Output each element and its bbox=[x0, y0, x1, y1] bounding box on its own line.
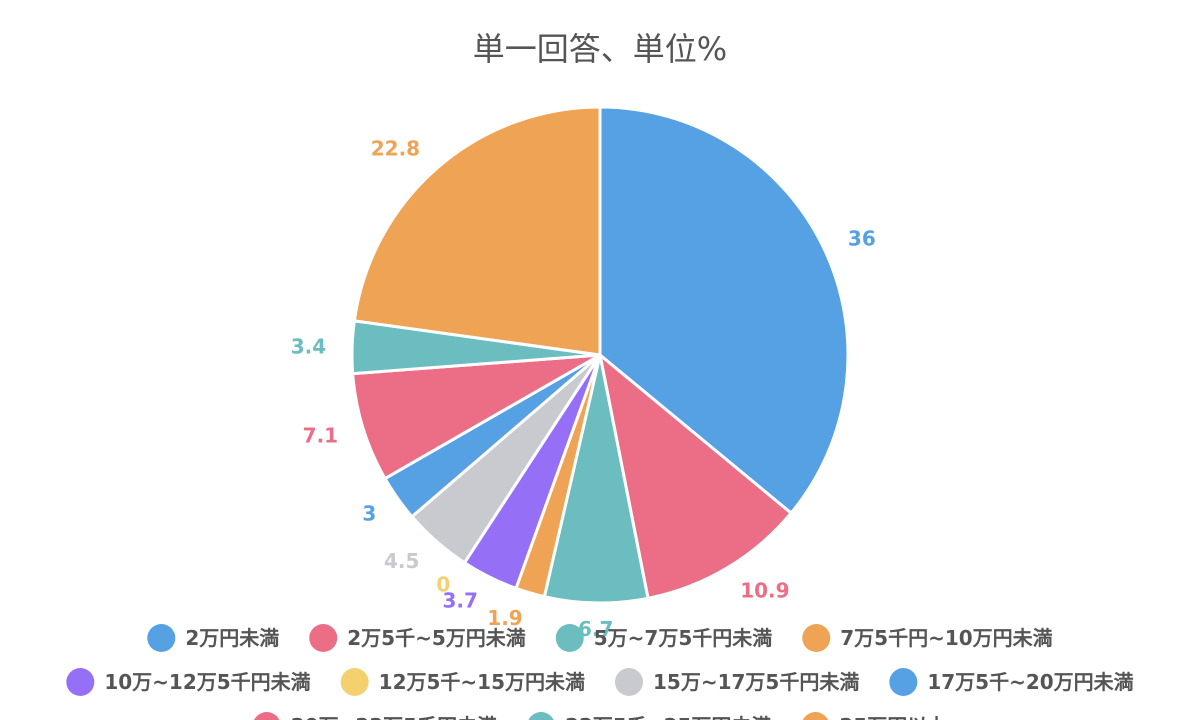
legend-item[interactable]: 25万円以上 bbox=[801, 712, 947, 720]
legend-marker bbox=[528, 712, 554, 720]
legend-item[interactable]: 15万~17万5千円未満 bbox=[615, 668, 859, 696]
pie-slice[interactable] bbox=[352, 105, 602, 357]
legend-marker bbox=[254, 712, 280, 720]
slice-value-label: 4.5 bbox=[384, 549, 419, 573]
slice-value-label: 3.4 bbox=[291, 334, 326, 358]
legend-marker bbox=[66, 668, 95, 696]
legend-marker bbox=[802, 712, 829, 720]
slice-value-label: 1.9 bbox=[487, 606, 522, 630]
chart-legend: 2万円未満 2万5千~5万円未満 5万~7万5千円未満 7万5千円~10万円未満 10万… bbox=[66, 624, 1134, 720]
legend-item[interactable]: 20万~22万5千円未満 bbox=[253, 712, 497, 720]
legend-marker bbox=[889, 668, 918, 696]
legend-label: 2万5千~5万円未満 bbox=[347, 626, 526, 650]
legend-label: 22万5千~25万円未満 bbox=[565, 714, 771, 720]
legend-item[interactable]: 17万5千~20万円未満 bbox=[889, 668, 1134, 696]
legend-label: 12万5千~15万円未満 bbox=[379, 670, 585, 694]
legend-item[interactable]: 2万5千~5万円未満 bbox=[309, 624, 526, 652]
legend-label: 7万5千円~10万円未満 bbox=[840, 626, 1052, 650]
legend-item[interactable]: 12万5千~15万円未満 bbox=[340, 668, 585, 696]
pie-slice[interactable] bbox=[598, 353, 793, 600]
legend-item[interactable]: 5万~7万5千円未満 bbox=[555, 624, 773, 652]
pie-value-labels: 36 10.9 6.7 1.9 3.70 4.5 3 7.1 3.4 22.8 bbox=[291, 136, 876, 641]
slice-value-label: 36 bbox=[848, 226, 876, 250]
slice-value-label: 6.7 bbox=[578, 617, 613, 641]
legend-label: 15万~17万5千円未満 bbox=[653, 670, 859, 694]
slice-value-label: 7.1 bbox=[303, 424, 338, 448]
slice-value-label: 10.9 bbox=[740, 578, 789, 602]
pie-slice[interactable] bbox=[598, 105, 850, 515]
slice-value-label: 0 bbox=[436, 572, 450, 596]
legend-item[interactable]: 7万5千円~10万円未満 bbox=[802, 624, 1053, 652]
slice-value-label: 3 bbox=[362, 501, 376, 525]
legend-label: 2万円未満 bbox=[185, 626, 279, 650]
pie-slice[interactable] bbox=[351, 353, 602, 481]
legend-item[interactable]: 10万~12万5千円未満 bbox=[66, 668, 311, 696]
slice-value-label: 3.7 bbox=[442, 588, 477, 612]
legend-item[interactable]: 2万円未満 bbox=[147, 624, 279, 652]
pie-slices bbox=[350, 105, 850, 605]
legend-marker bbox=[147, 624, 176, 652]
legend-marker bbox=[340, 668, 369, 696]
legend-label: 20万~22万5千円未満 bbox=[291, 714, 497, 720]
legend-marker bbox=[802, 624, 831, 652]
legend-item[interactable]: 22万5千~25万円未満 bbox=[527, 712, 771, 720]
legend-marker bbox=[555, 624, 584, 652]
legend-label: 17万5千~20万円未満 bbox=[927, 670, 1133, 694]
legend-marker bbox=[309, 624, 338, 652]
legend-label: 25万円以上 bbox=[839, 714, 947, 720]
legend-label: 5万~7万5千円未満 bbox=[594, 626, 773, 650]
legend-marker bbox=[615, 668, 643, 696]
slice-value-label: 22.8 bbox=[371, 136, 420, 160]
legend-label: 10万~12万5千円未満 bbox=[104, 670, 310, 694]
chart-subtitle: 単一回答、単位% bbox=[473, 30, 727, 68]
